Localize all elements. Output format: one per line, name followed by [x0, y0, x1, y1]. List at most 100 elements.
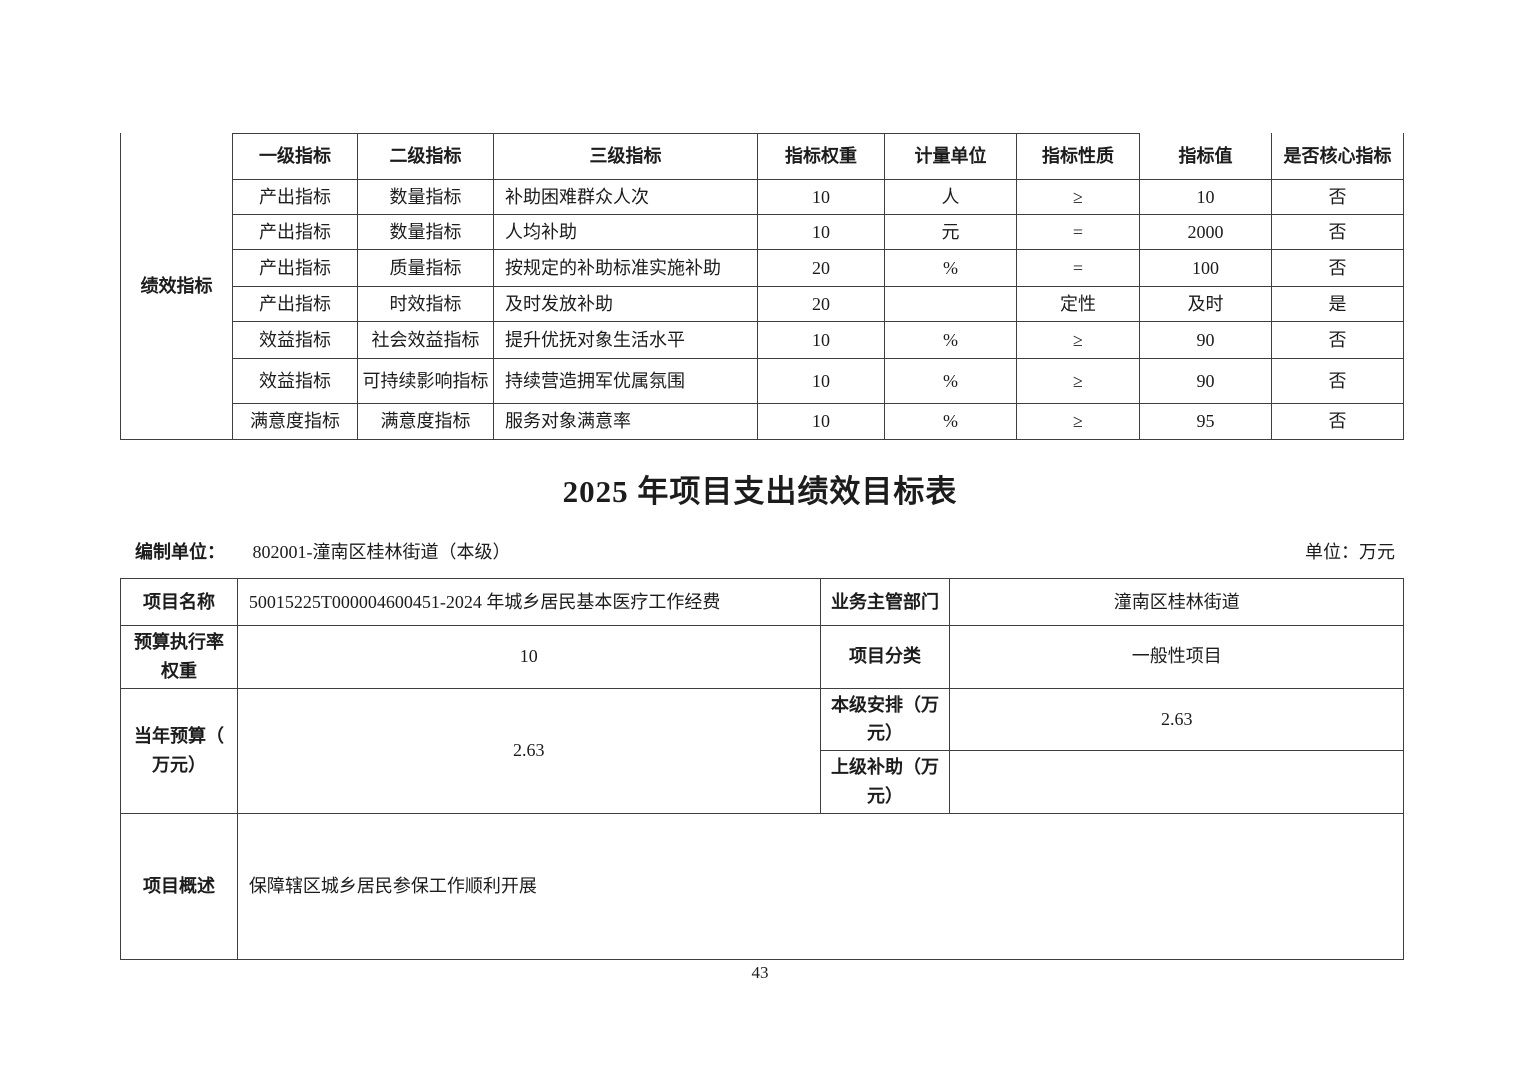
overview-row: 项目概述 保障辖区城乡居民参保工作顺利开展: [120, 812, 1405, 960]
prepared-by-label: 编制单位：: [135, 542, 225, 562]
cell-weight: 20: [758, 287, 885, 322]
dept-label: 业务主管部门: [819, 578, 951, 626]
cell-level2: 社会效益指标: [358, 322, 494, 359]
cell-level2: 时效指标: [358, 287, 494, 322]
category-value: 一般性项目: [949, 625, 1404, 689]
cell-unit: %: [885, 359, 1017, 404]
cell-value: 100: [1140, 250, 1272, 287]
superior-subsidy-label: 上级补助（万元）: [819, 750, 951, 814]
cell-weight: 10: [758, 359, 885, 404]
cell-level1: 效益指标: [233, 322, 358, 359]
cell-level1: 满意度指标: [233, 404, 358, 440]
cell-level3: 及时发放补助: [494, 287, 758, 322]
cell-unit: 元: [885, 215, 1017, 250]
cell-value: 90: [1140, 322, 1272, 359]
indicator-header-row: 绩效指标 一级指标 二级指标 三级指标 指标权重 计量单位 指标性质 指标值 是…: [120, 133, 1404, 440]
cell-unit: %: [885, 322, 1017, 359]
cell-unit: %: [885, 250, 1017, 287]
col-header-level2: 二级指标: [358, 133, 494, 180]
cell-level3: 补助困难群众人次: [494, 180, 758, 215]
cell-level3: 服务对象满意率: [494, 404, 758, 440]
local-arrangement-label: 本级安排（万元）: [819, 687, 951, 752]
cell-level2: 可持续影响指标: [358, 359, 494, 404]
superior-subsidy-row: 上级补助（万元）: [121, 750, 1404, 814]
cell-core: 否: [1272, 250, 1404, 287]
cell-weight: 10: [758, 215, 885, 250]
indicator-row: 效益指标 可持续影响指标 持续营造拥军优属氛围 10 % ≥ 90 否: [120, 359, 1404, 404]
cell-nature: ≥: [1017, 180, 1140, 215]
indicator-row: 满意度指标 满意度指标 服务对象满意率 10 % ≥ 95 否: [120, 404, 1404, 440]
cell-core: 否: [1272, 180, 1404, 215]
cell-core: 否: [1272, 404, 1404, 440]
cell-level1: 产出指标: [233, 215, 358, 250]
cell-value: 10: [1140, 180, 1272, 215]
local-arrangement-value: 2.63: [949, 687, 1404, 752]
cell-level3: 提升优抚对象生活水平: [494, 322, 758, 359]
col-header-level1: 一级指标: [233, 133, 358, 180]
exec-rate-label: 预算执行率权重: [120, 625, 238, 689]
page-title: 2025 年项目支出绩效目标表: [562, 474, 958, 509]
exec-rate-row: 预算执行率权重 10 项目分类 一般性项目: [120, 625, 1404, 689]
indicator-row: 产出指标 数量指标 补助困难群众人次 10 人 ≥ 10 否: [120, 180, 1404, 215]
indicator-row: 产出指标 质量指标 按规定的补助标准实施补助 20 % = 100 否: [120, 250, 1404, 287]
budget-label: 当年预算（万元）: [120, 687, 238, 814]
cell-value: 90: [1140, 359, 1272, 404]
cell-weight: 10: [758, 404, 885, 440]
cell-level2: 质量指标: [358, 250, 494, 287]
cell-level1: 效益指标: [233, 359, 358, 404]
cell-core: 是: [1272, 287, 1404, 322]
col-header-weight: 指标权重: [758, 133, 885, 180]
meta-row: 编制单位： 802001-潼南区桂林街道（本级） 单位：万元: [120, 538, 1404, 564]
budget-row: 当年预算（万元） 2.63 本级安排（万元） 2.63: [120, 687, 1404, 814]
cell-level2: 数量指标: [358, 215, 494, 250]
indicator-row: 效益指标 社会效益指标 提升优抚对象生活水平 10 % ≥ 90 否: [120, 322, 1404, 359]
cell-weight: 10: [758, 322, 885, 359]
budget-value: 2.63: [236, 687, 821, 814]
exec-rate-value: 10: [236, 625, 821, 689]
cell-unit: 人: [885, 180, 1017, 215]
cell-level3: 按规定的补助标准实施补助: [494, 250, 758, 287]
prepared-by: 编制单位： 802001-潼南区桂林街道（本级）: [120, 538, 511, 564]
project-name-label: 项目名称: [120, 578, 238, 626]
project-table: 项目名称 50015225T000004600451-2024 年城乡居民基本医…: [120, 578, 1405, 960]
overview-label: 项目概述: [120, 812, 238, 960]
cell-nature: =: [1017, 215, 1140, 250]
unit-note: 单位：万元: [1305, 542, 1395, 562]
col-header-level3: 三级指标: [494, 133, 758, 180]
cell-level1: 产出指标: [233, 180, 358, 215]
cell-nature: ≥: [1017, 322, 1140, 359]
cell-value: 95: [1140, 404, 1272, 440]
dept-value: 潼南区桂林街道: [949, 578, 1404, 626]
col-header-nature: 指标性质: [1017, 133, 1140, 180]
cell-weight: 20: [758, 250, 885, 287]
page-number: 43: [751, 963, 769, 982]
cell-weight: 10: [758, 180, 885, 215]
indicator-row: 产出指标 时效指标 及时发放补助 20 定性 及时 是: [120, 287, 1404, 322]
cell-nature: 定性: [1017, 287, 1140, 322]
cell-nature: =: [1017, 250, 1140, 287]
cell-level1: 产出指标: [233, 287, 358, 322]
superior-subsidy-value: [949, 750, 1404, 814]
project-name-row: 项目名称 50015225T000004600451-2024 年城乡居民基本医…: [120, 578, 1404, 626]
cell-unit: %: [885, 404, 1017, 440]
col-header-unit: 计量单位: [885, 133, 1017, 180]
cell-level3: 人均补助: [494, 215, 758, 250]
cell-level3: 持续营造拥军优属氛围: [494, 359, 758, 404]
cell-core: 否: [1272, 322, 1404, 359]
prepared-by-value: 802001-潼南区桂林街道（本级）: [252, 542, 511, 562]
cell-nature: ≥: [1017, 359, 1140, 404]
cell-level2: 数量指标: [358, 180, 494, 215]
cell-value: 及时: [1140, 287, 1272, 322]
cell-nature: ≥: [1017, 404, 1140, 440]
project-name-value: 50015225T000004600451-2024 年城乡居民基本医疗工作经费: [236, 578, 821, 626]
cell-unit: [885, 287, 1017, 322]
cell-level2: 满意度指标: [358, 404, 494, 440]
indicator-table: 绩效指标 一级指标 二级指标 三级指标 指标权重 计量单位 指标性质 指标值 是…: [120, 133, 1404, 440]
col-header-core: 是否核心指标: [1272, 133, 1404, 180]
cell-level1: 产出指标: [233, 250, 358, 287]
cell-value: 2000: [1140, 215, 1272, 250]
indicator-row: 产出指标 数量指标 人均补助 10 元 = 2000 否: [120, 215, 1404, 250]
indicator-row-header: 绩效指标: [120, 133, 233, 440]
cell-core: 否: [1272, 215, 1404, 250]
